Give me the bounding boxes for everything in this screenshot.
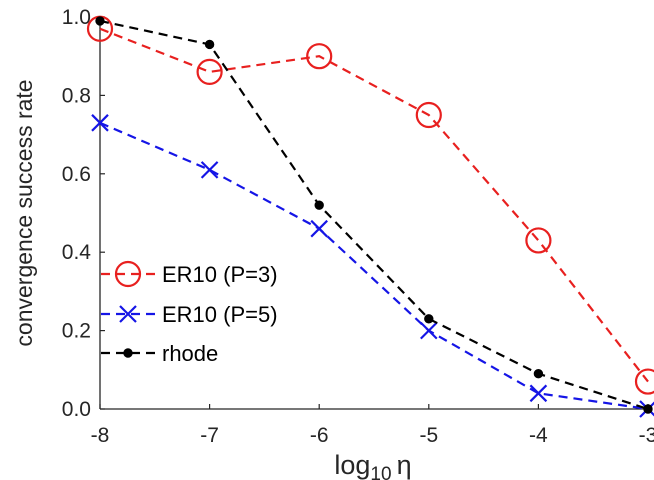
data-point-x [420,321,438,340]
x-axis-label-subscript: 10 [370,464,391,480]
data-point-circle [525,227,552,254]
data-point-dot [204,39,215,50]
data-point-circle [415,101,442,129]
data-point-x [529,384,548,403]
data-point-dot [123,348,133,358]
legend-label: ER10 (P=3) [162,262,278,287]
data-point-dot [424,314,434,324]
data-point-dot [95,16,105,26]
data-point-x [91,114,109,132]
y-tick-label: 0.6 [62,163,91,186]
x-marker-stroke [310,219,328,238]
legend-entry-3: rhode [101,341,218,366]
x-axis-label: log10 η [334,450,411,480]
x-tick-label: -7 [200,424,219,447]
y-axis-label: convergence success rate [11,79,37,346]
series-line [99,19,649,411]
series-layer [86,15,654,418]
x-axis-label-log: log [334,450,370,480]
legend-label: ER10 (P=5) [162,302,278,327]
x-marker-stroke [91,114,109,132]
legend-entry-2: ER10 (P=5) [101,302,278,327]
data-point-circle [196,58,223,85]
data-point-x [310,219,328,238]
data-point-dot [643,404,653,414]
series-2 [91,114,654,418]
x-tick-label: -3 [639,424,654,447]
data-point-circle [634,368,654,395]
x-marker-stroke [200,161,219,179]
y-tick-label: 1.0 [62,6,91,29]
legend: ER10 (P=3) ER10 (P=5) rhode [101,260,278,366]
data-point-dot [314,200,324,210]
y-tick-label: 0.2 [62,320,91,343]
x-marker-stroke [529,384,548,403]
series-1 [86,15,654,395]
data-point-circle [114,260,142,288]
series-line [99,27,649,383]
y-tick-label: 0.8 [62,84,91,107]
y-tick-label: 0.4 [62,241,92,264]
y-tick-label: 0.0 [62,398,91,421]
x-tick-label: -8 [91,424,110,447]
data-point-x [200,161,219,179]
x-tick-label: -4 [529,424,548,447]
series-3 [95,16,653,414]
data-point-circle [306,43,333,70]
x-marker-stroke [420,321,438,340]
axes: 0.0 0.2 0.4 0.6 0.8 1.0 -8 -7 -6 -5 -4 -3 [62,6,654,447]
x-axis-label-eta: η [397,450,412,480]
data-point-dot [533,369,544,379]
x-tick-label: -6 [310,424,329,447]
legend-label: rhode [162,341,218,366]
series-line [99,121,649,411]
x-marker-stroke [119,305,137,323]
legend-entry-1: ER10 (P=3) [101,260,278,288]
data-point-x [119,305,137,323]
x-tick-label: -5 [419,424,438,447]
